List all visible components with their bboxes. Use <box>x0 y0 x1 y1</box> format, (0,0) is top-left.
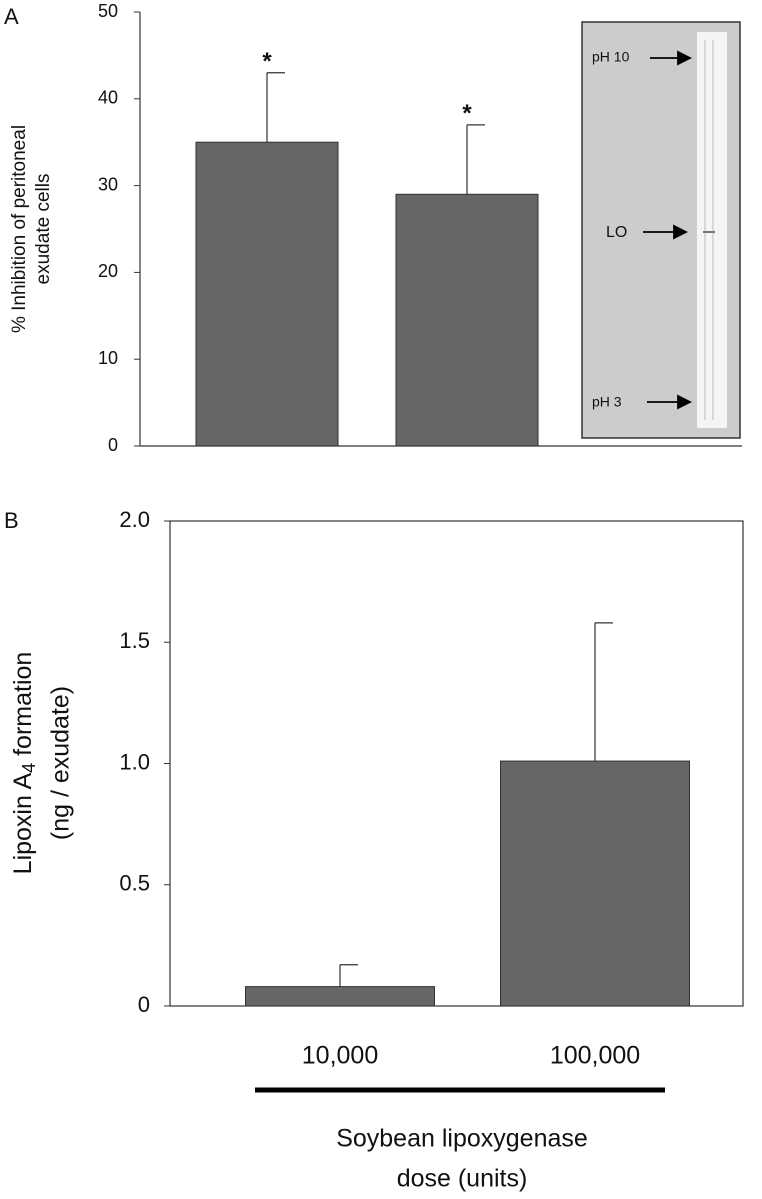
panel-label: B <box>4 508 19 533</box>
panel-label: A <box>4 4 19 29</box>
annotation: * <box>462 100 472 127</box>
y-tick-label: 0.5 <box>119 871 150 896</box>
x-tick-label: 100,000 <box>550 1042 640 1070</box>
y-tick-label: 0 <box>108 435 118 455</box>
y-tick-label: 1.5 <box>119 628 150 653</box>
y-tick-label: 40 <box>98 88 118 108</box>
inset-label: LO <box>606 224 627 241</box>
y-tick-label: 20 <box>98 261 118 281</box>
bar <box>395 193 539 447</box>
x-label-line: Soybean lipoxygenase <box>336 1125 588 1153</box>
y-label-sub: 4 <box>19 763 39 773</box>
y-axis-title: % Inhibition of peritoneal exudate cells <box>9 125 54 333</box>
bar <box>245 986 435 1007</box>
y-tick-label: 1.0 <box>119 749 150 774</box>
bar <box>195 141 339 447</box>
y-tick-label: 30 <box>98 174 118 194</box>
annotation: * <box>262 48 272 75</box>
gel-strip <box>697 32 727 428</box>
y-label-line: (ng / exudate) <box>47 686 75 840</box>
y-label-line: Lipoxin A4 formation <box>9 652 39 875</box>
y-label-part: Lipoxin A <box>9 773 37 875</box>
y-tick-label: 50 <box>98 1 118 21</box>
y-axis-title: Lipoxin A4 formation (ng / exudate) <box>9 652 75 875</box>
y-label-line: exudate cells <box>33 174 54 285</box>
inset-label: pH 3 <box>592 394 622 410</box>
x-label-line: dose (units) <box>397 1165 528 1193</box>
inset-label: pH 10 <box>592 49 630 65</box>
x-tick-label: 10,000 <box>302 1042 378 1070</box>
bar <box>500 760 690 1007</box>
y-tick-label: 2.0 <box>119 507 150 532</box>
y-label-part: formation <box>9 652 37 763</box>
y-tick-label: 10 <box>98 348 118 368</box>
y-tick-label: 0 <box>138 992 150 1017</box>
y-label-line: % Inhibition of peritoneal <box>9 125 30 333</box>
arrows <box>643 50 693 410</box>
